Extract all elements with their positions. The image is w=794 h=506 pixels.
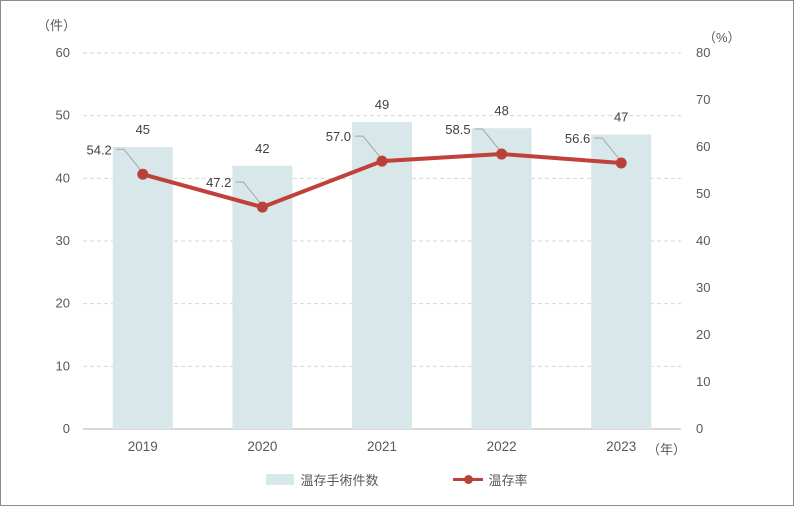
bar-2021 [352, 121, 412, 429]
right-axis-tick-label: 70 [696, 92, 710, 107]
x-axis-category-label: 2022 [487, 439, 517, 454]
left-axis-tick-label: 60 [56, 45, 70, 60]
left-axis-tick-label: 30 [56, 233, 70, 248]
line-series-label: 温存率 [488, 473, 528, 488]
left-axis-tick-label: 20 [56, 296, 70, 311]
right-axis-tick-label: 20 [696, 327, 710, 342]
right-axis-tick-label: 80 [696, 45, 710, 60]
line-marker-2023 [615, 157, 627, 169]
leader-line [115, 148, 142, 171]
right-axis-tick-label: 40 [696, 233, 710, 248]
bar-2019 [112, 147, 173, 429]
leader-line [235, 181, 261, 204]
x-axis-unit-label: （年） [647, 442, 687, 457]
left-axis-tick-label: 40 [56, 170, 70, 185]
leader-line [594, 137, 620, 160]
bar-value-label: 48 [494, 103, 508, 118]
line-marker-2022 [496, 148, 508, 160]
line-series-swatch [452, 474, 483, 485]
leader-line [474, 128, 500, 151]
legend: 温存手術件数 温存率 [1, 470, 793, 489]
x-axis-category-label: 2020 [247, 439, 277, 454]
left-axis-tick-label: 50 [56, 108, 70, 123]
x-axis-category-label: 2019 [128, 439, 158, 454]
line-value-label: 58.5 [445, 122, 470, 137]
right-axis-tick-label: 60 [696, 139, 710, 154]
bar-series-label: 温存手術件数 [300, 473, 379, 488]
line-value-label: 56.6 [565, 131, 590, 146]
right-axis-tick-label: 0 [696, 421, 703, 436]
x-axis-category-label: 2021 [367, 439, 397, 454]
right-axis-tick-label: 10 [696, 374, 710, 389]
left-axis-tick-label: 0 [63, 421, 70, 436]
bar-value-label: 42 [255, 141, 269, 156]
line-value-label: 47.2 [206, 175, 231, 190]
bar-2022 [471, 128, 532, 429]
right-axis-tick-label: 50 [696, 186, 710, 201]
line-swatch-marker [463, 475, 473, 484]
legend-item-line-series: 温存率 [452, 470, 528, 489]
line-value-label: 57.0 [326, 129, 351, 144]
legend-item-bar-series: 温存手術件数 [266, 470, 379, 489]
leader-line [355, 135, 381, 158]
bar-2023 [591, 134, 652, 429]
line-value-label: 54.2 [86, 142, 111, 157]
line-marker-2019 [137, 168, 149, 180]
bar-series-swatch [266, 474, 295, 485]
left-axis-tick-label: 10 [56, 358, 70, 373]
right-axis-title: （%） [703, 30, 741, 45]
bar-value-label: 49 [375, 97, 389, 112]
left-axis-title: （件） [37, 18, 77, 33]
line-marker-2020 [256, 201, 268, 213]
right-axis-tick-label: 30 [696, 280, 710, 295]
x-axis-category-label: 2023 [606, 439, 636, 454]
line-marker-2021 [376, 155, 388, 167]
bar-value-label: 47 [614, 109, 628, 124]
bar-value-label: 45 [136, 122, 150, 137]
